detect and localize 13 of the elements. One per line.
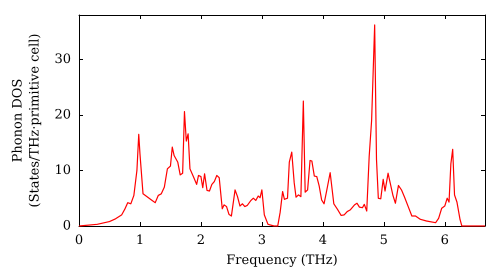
- x-tick-label: 3: [258, 233, 266, 248]
- y-tick-label: 30: [54, 52, 71, 67]
- x-axis-title: Frequency (THz): [226, 252, 338, 268]
- x-tick-label: 5: [380, 233, 388, 248]
- y-tick-label: 10: [54, 162, 71, 178]
- x-tick-label: 0: [74, 233, 84, 248]
- x-tick-label: 2: [196, 233, 206, 248]
- x-tick-label: 6: [440, 233, 449, 248]
- x-tick-label: 1: [136, 233, 144, 248]
- y-tick-label: 0: [62, 218, 71, 234]
- y-axis-title: Phonon DOS (States/THz·primitive cell): [10, 33, 43, 208]
- y-tick-label: 20: [54, 107, 71, 122]
- x-tick-label: 4: [318, 233, 327, 248]
